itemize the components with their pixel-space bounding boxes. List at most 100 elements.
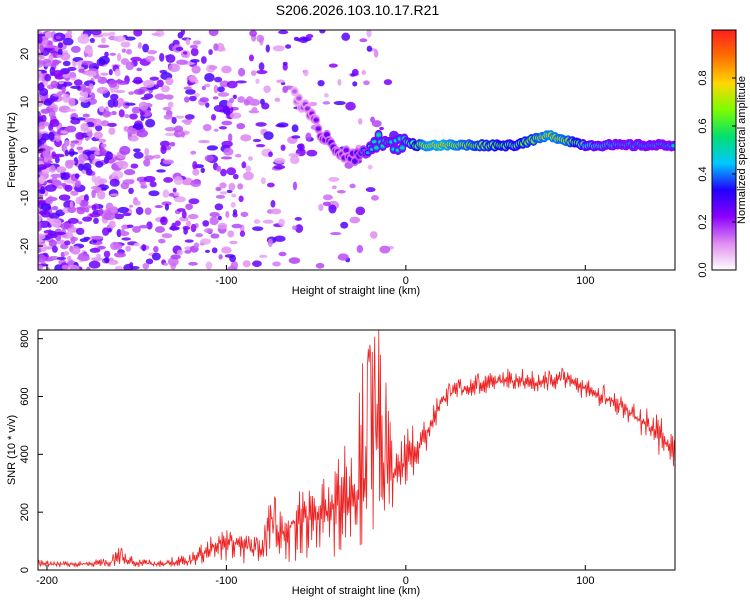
noise-blob bbox=[50, 218, 62, 228]
y-tick-label: 0 bbox=[19, 147, 31, 153]
noise-blob bbox=[252, 260, 262, 268]
noise-blob bbox=[52, 69, 63, 78]
snr-panel: -200 -100 0 100 0 200 400 600 800 Height of strai… bbox=[6, 329, 676, 597]
noise-blob bbox=[119, 145, 131, 155]
noise-blob bbox=[97, 245, 106, 250]
noise-blob bbox=[51, 176, 58, 183]
noise-blob bbox=[202, 123, 212, 132]
noise-blob bbox=[190, 223, 197, 233]
noise-blob bbox=[256, 69, 268, 75]
noise-blob bbox=[91, 257, 103, 262]
noise-blob bbox=[226, 80, 238, 89]
noise-blob bbox=[209, 212, 220, 218]
noise-blob bbox=[238, 67, 246, 77]
noise-blob bbox=[345, 101, 356, 111]
noise-blob bbox=[63, 251, 70, 256]
noise-blob bbox=[108, 127, 116, 135]
noise-blob bbox=[195, 233, 204, 238]
noise-blob bbox=[138, 101, 149, 111]
noise-blob bbox=[289, 155, 300, 165]
noise-blob bbox=[179, 216, 189, 222]
noise-blob bbox=[54, 156, 60, 164]
noise-blob bbox=[217, 92, 230, 97]
noise-blob bbox=[319, 30, 326, 34]
noise-blob bbox=[328, 176, 340, 182]
noise-blob bbox=[188, 198, 200, 205]
noise-blob bbox=[92, 239, 98, 244]
noise-blob bbox=[94, 150, 101, 156]
noise-blob bbox=[85, 70, 97, 77]
noise-blob bbox=[216, 165, 222, 172]
noise-blob bbox=[379, 126, 384, 131]
noise-blob bbox=[188, 261, 198, 266]
noise-blob bbox=[124, 36, 136, 41]
ridge-core bbox=[400, 146, 405, 150]
y-tick-label: 200 bbox=[19, 503, 31, 521]
noise-blob bbox=[112, 99, 119, 108]
colorbar: 0.0 0.2 0.4 0.6 0.8 Normalized spectral ampli… bbox=[697, 29, 748, 278]
noise-blob bbox=[317, 80, 325, 87]
noise-blob bbox=[103, 250, 111, 258]
noise-blob bbox=[38, 175, 46, 185]
noise-blob bbox=[322, 194, 333, 201]
noise-blob bbox=[88, 83, 94, 90]
noise-blob bbox=[234, 153, 242, 158]
noise-blob bbox=[133, 151, 144, 159]
noise-blob bbox=[183, 86, 192, 90]
ridge-core bbox=[344, 148, 349, 152]
noise-blob bbox=[274, 97, 281, 102]
noise-blob bbox=[270, 199, 276, 208]
noise-blob bbox=[84, 137, 91, 141]
noise-blob bbox=[69, 201, 74, 208]
noise-blob bbox=[113, 252, 126, 258]
noise-blob bbox=[121, 48, 127, 53]
noise-blob bbox=[57, 185, 63, 190]
noise-blob bbox=[221, 140, 233, 148]
noise-blob bbox=[84, 48, 94, 55]
noise-blob bbox=[236, 122, 246, 130]
noise-blob bbox=[97, 44, 110, 48]
noise-blob bbox=[161, 233, 173, 239]
noise-blob bbox=[225, 210, 230, 218]
colorbar-gradient bbox=[712, 30, 736, 270]
noise-blob bbox=[110, 193, 119, 197]
noise-blob bbox=[50, 173, 62, 178]
noise-blob bbox=[67, 66, 77, 71]
noise-blob bbox=[322, 101, 331, 105]
noise-blob bbox=[38, 95, 42, 105]
noise-blob bbox=[190, 47, 199, 57]
noise-blob bbox=[305, 33, 314, 39]
noise-blob bbox=[172, 187, 177, 193]
noise-blob bbox=[204, 249, 211, 254]
noise-blob bbox=[116, 229, 122, 238]
noise-blob bbox=[63, 128, 71, 132]
noise-blob bbox=[175, 46, 184, 52]
noise-blob bbox=[266, 182, 275, 188]
noise-blob bbox=[336, 190, 346, 194]
noise-blob bbox=[78, 163, 85, 171]
noise-blob bbox=[105, 151, 113, 160]
noise-blob bbox=[189, 75, 197, 83]
noise-blob bbox=[61, 81, 73, 87]
noise-blob bbox=[124, 113, 130, 119]
noise-blob bbox=[173, 176, 184, 185]
noise-blob bbox=[40, 243, 48, 251]
noise-blob bbox=[38, 72, 44, 82]
noise-blob bbox=[133, 200, 141, 206]
noise-blob bbox=[248, 54, 254, 62]
noise-blob bbox=[185, 203, 193, 210]
noise-blob bbox=[123, 263, 134, 270]
noise-blob bbox=[259, 254, 268, 259]
noise-blob bbox=[249, 30, 258, 37]
noise-blob bbox=[351, 68, 359, 76]
noise-blob bbox=[292, 225, 297, 231]
noise-blob bbox=[229, 97, 235, 104]
noise-blob bbox=[58, 194, 71, 201]
noise-blob bbox=[97, 75, 102, 81]
noise-blob bbox=[122, 212, 132, 217]
noise-blob bbox=[371, 120, 382, 128]
noise-blob bbox=[159, 52, 165, 62]
noise-blob bbox=[163, 114, 173, 120]
y-axis-label: SNR (10 * v/v) bbox=[6, 415, 18, 485]
noise-blob bbox=[50, 80, 59, 88]
